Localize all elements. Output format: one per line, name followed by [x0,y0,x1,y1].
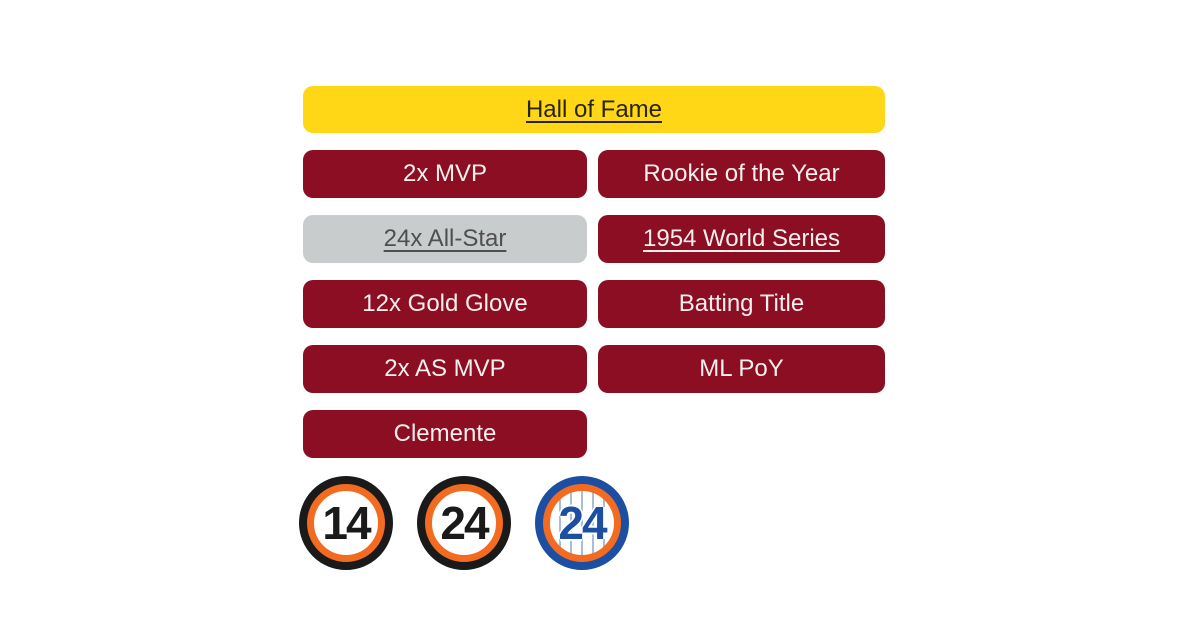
world-series-badge[interactable]: 1954 World Series [598,215,885,263]
rookie-of-the-year-badge: Rookie of the Year [598,150,885,198]
retired-number-24-pinstripe-value: 24 [543,484,621,562]
world-series-label: 1954 World Series [643,225,840,252]
retired-number-24-black-orange-icon: 24 [417,476,511,570]
rookie-of-the-year-label: Rookie of the Year [643,160,840,187]
retired-number-24-blue-pinstripe-icon: 24 [535,476,629,570]
retired-number-14-value: 14 [307,484,385,562]
ml-poy-label: ML PoY [699,355,784,382]
clemente-award-label: Clemente [393,420,497,447]
gold-glove-label: 12x Gold Glove [362,290,528,317]
retired-number-14-black-orange-icon: 14 [299,476,393,570]
clemente-award-badge: Clemente [303,410,587,458]
ml-poy-badge: ML PoY [598,345,885,393]
batting-title-label: Batting Title [678,290,805,317]
awards-grid: 2x MVP Rookie of the Year 24x All-Star 1… [303,150,885,458]
all-star-label: 24x All-Star [383,225,507,252]
retired-number-24-value: 24 [425,484,503,562]
all-star-mvp-badge: 2x AS MVP [303,345,587,393]
batting-title-badge: Batting Title [598,280,885,328]
all-star-mvp-label: 2x AS MVP [384,355,506,382]
retired-numbers-row: 14 24 24 [299,476,629,570]
gold-glove-badge: 12x Gold Glove [303,280,587,328]
hall-of-fame-label: Hall of Fame [525,95,663,123]
mvp-badge: 2x MVP [303,150,587,198]
mvp-label: 2x MVP [402,160,488,187]
hall-of-fame-badge[interactable]: Hall of Fame [303,86,885,133]
all-star-badge[interactable]: 24x All-Star [303,215,587,263]
